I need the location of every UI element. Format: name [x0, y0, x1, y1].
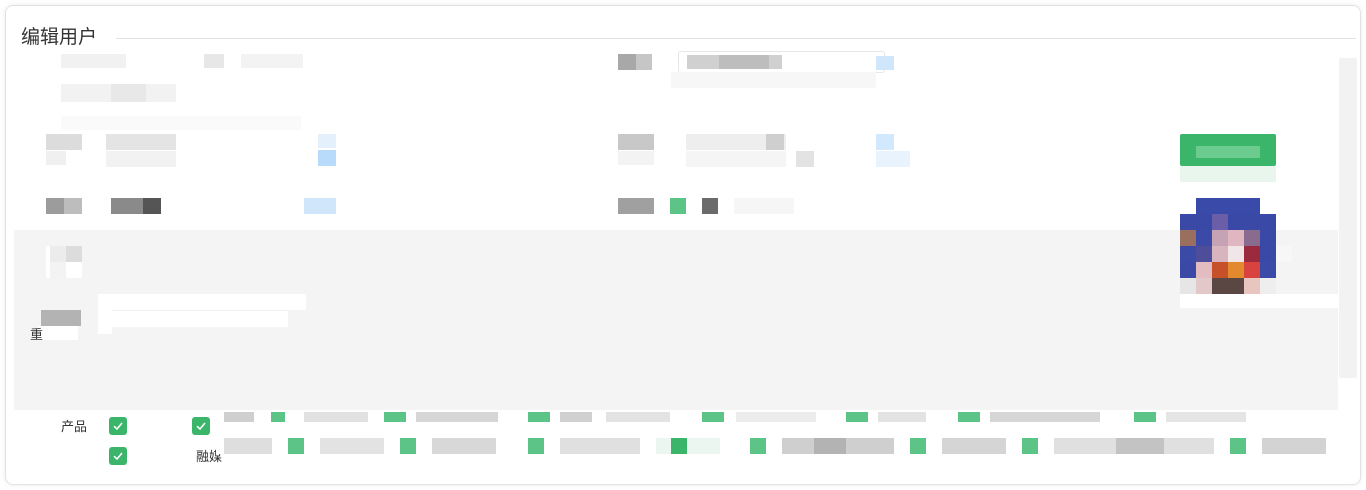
button-shadow — [1180, 166, 1276, 182]
blurred-link[interactable] — [876, 56, 894, 70]
permission-checkbox-3[interactable] — [109, 447, 127, 465]
avatar-edge — [1276, 246, 1292, 262]
edit-user-dialog: 编辑用户 — [5, 5, 1361, 485]
permission-option-label: 融媒 — [196, 449, 223, 464]
fieldset-border — [116, 38, 1356, 39]
dialog-title: 编辑用户 — [21, 26, 104, 50]
check-icon — [113, 452, 123, 461]
blurred-hint — [671, 72, 876, 88]
blurred-text-input[interactable] — [678, 51, 885, 73]
upload-avatar-button[interactable] — [1180, 134, 1276, 166]
fragment-label: 重 — [30, 327, 44, 342]
avatar-caption — [1180, 294, 1340, 308]
avatar-icon — [1180, 198, 1276, 294]
permission-checkbox-1[interactable] — [109, 417, 127, 435]
scrollbar[interactable] — [1339, 58, 1357, 378]
check-icon — [196, 422, 206, 431]
permission-group-label: 产品 — [61, 419, 88, 434]
permission-checkbox-2[interactable] — [192, 417, 210, 435]
check-icon — [113, 422, 123, 431]
